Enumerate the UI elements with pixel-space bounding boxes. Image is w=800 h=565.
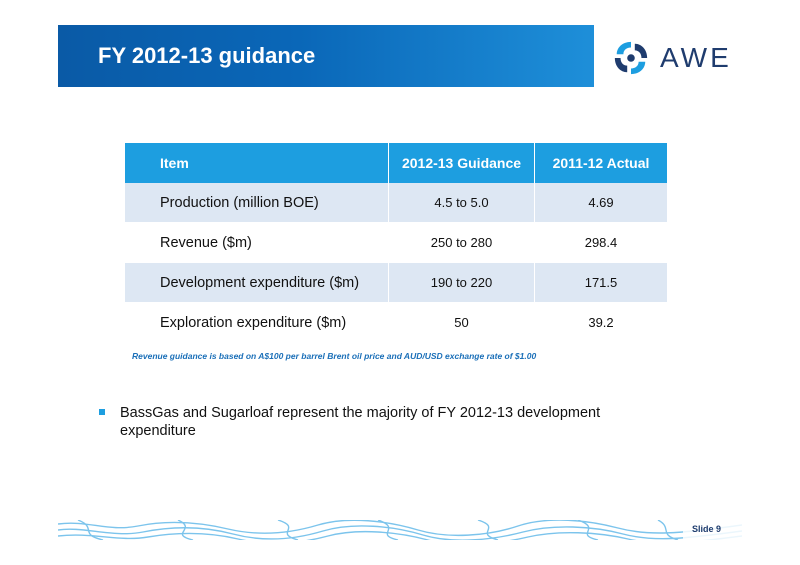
row-actual: 171.5 <box>534 262 667 303</box>
row-actual: 4.69 <box>534 183 667 223</box>
awe-logo: AWE <box>612 38 752 78</box>
row-actual: 298.4 <box>534 222 667 263</box>
logo-text: AWE <box>660 42 732 73</box>
guidance-table: Item 2012-13 Guidance 2011-12 Actual Pro… <box>125 143 667 342</box>
footer-band <box>58 520 742 540</box>
column-header-guidance: 2012-13 Guidance <box>388 143 535 183</box>
row-item: Revenue ($m) <box>125 222 389 263</box>
row-guidance: 4.5 to 5.0 <box>388 183 535 223</box>
table-row: Development expenditure ($m) 190 to 220 … <box>125 262 667 303</box>
table-row: Exploration expenditure ($m) 50 39.2 <box>125 302 667 342</box>
slide-number: Slide 9 <box>692 524 722 534</box>
table-row: Production (million BOE) 4.5 to 5.0 4.69 <box>125 183 667 223</box>
table-row: Revenue ($m) 250 to 280 298.4 <box>125 222 667 263</box>
row-item: Exploration expenditure ($m) <box>125 302 389 342</box>
row-item: Development expenditure ($m) <box>125 262 389 303</box>
contour-pattern <box>58 520 742 540</box>
row-guidance: 50 <box>388 302 535 342</box>
title-bar: FY 2012-13 guidance <box>58 25 594 87</box>
column-header-actual: 2011-12 Actual <box>534 143 667 183</box>
awe-swirl-icon <box>614 41 648 75</box>
row-item: Production (million BOE) <box>125 183 389 223</box>
table-header-row: Item 2012-13 Guidance 2011-12 Actual <box>125 143 667 183</box>
row-actual: 39.2 <box>534 302 667 342</box>
row-guidance: 190 to 220 <box>388 262 535 303</box>
row-guidance: 250 to 280 <box>388 222 535 263</box>
bullet-text: BassGas and Sugarloaf represent the majo… <box>120 405 601 439</box>
bullet-square-icon <box>99 409 105 415</box>
bullet-item: BassGas and Sugarloaf represent the majo… <box>99 404 659 440</box>
table-footnote: Revenue guidance is based on A$100 per b… <box>132 351 537 361</box>
page-title: FY 2012-13 guidance <box>98 43 316 68</box>
column-header-item: Item <box>125 143 389 183</box>
